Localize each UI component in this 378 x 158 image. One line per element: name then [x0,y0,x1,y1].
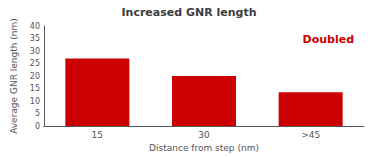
svg-text:35: 35 [30,34,40,43]
svg-text:30: 30 [30,47,40,56]
svg-text:Distance from step (nm): Distance from step (nm) [149,143,259,153]
svg-text:Increased GNR length: Increased GNR length [121,6,256,19]
svg-text:15: 15 [30,84,40,93]
svg-text:20: 20 [30,72,40,81]
svg-text:40: 40 [30,22,40,31]
svg-text:0: 0 [35,122,40,131]
svg-text:Average GNR length (nm): Average GNR length (nm) [9,18,19,134]
svg-text:10: 10 [30,97,40,106]
svg-text:5: 5 [35,109,40,118]
svg-text:Doubled: Doubled [303,33,355,46]
svg-text:30: 30 [198,130,210,140]
svg-text:25: 25 [30,59,40,68]
svg-text:15: 15 [92,130,103,140]
svg-text:>45: >45 [301,130,320,140]
